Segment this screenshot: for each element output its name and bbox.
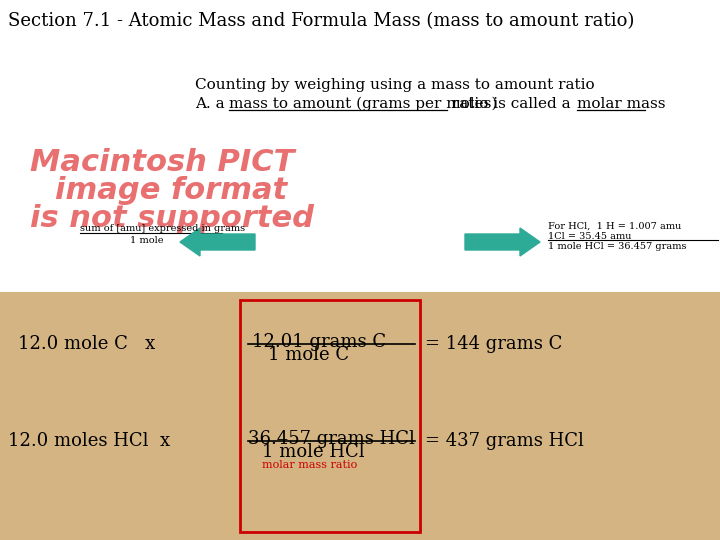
Text: 12.0 moles HCl  x: 12.0 moles HCl x bbox=[8, 432, 170, 450]
Text: For HCl,  1 H = 1.007 amu: For HCl, 1 H = 1.007 amu bbox=[548, 222, 681, 231]
FancyArrow shape bbox=[465, 228, 540, 256]
Text: 12.01 grams C: 12.01 grams C bbox=[252, 333, 386, 351]
Bar bbox=[0, 292, 720, 540]
Text: 1 mole HCl = 36.457 grams: 1 mole HCl = 36.457 grams bbox=[548, 242, 686, 251]
Text: is not supported: is not supported bbox=[30, 204, 314, 233]
Text: Section 7.1 - Atomic Mass and Formula Mass (mass to amount ratio): Section 7.1 - Atomic Mass and Formula Ma… bbox=[8, 12, 634, 30]
Text: Counting by weighing using a mass to amount ratio: Counting by weighing using a mass to amo… bbox=[195, 78, 595, 92]
Text: 1 mole: 1 mole bbox=[130, 236, 163, 245]
Text: 1Cl = 35.45 amu: 1Cl = 35.45 amu bbox=[548, 232, 631, 241]
Text: ratio is called a: ratio is called a bbox=[447, 97, 576, 111]
Text: molar mass ratio: molar mass ratio bbox=[262, 460, 357, 470]
Text: Macintosh PICT: Macintosh PICT bbox=[30, 148, 294, 177]
Text: mass to amount (grams per moles): mass to amount (grams per moles) bbox=[229, 97, 498, 111]
Text: 36.457 grams HCl: 36.457 grams HCl bbox=[248, 430, 415, 448]
FancyArrow shape bbox=[180, 228, 255, 256]
Text: image format: image format bbox=[55, 176, 287, 205]
Bar bbox=[0, 0, 720, 292]
Text: 1 mole HCl: 1 mole HCl bbox=[262, 443, 364, 461]
Text: sum of [amu] expressed in grams: sum of [amu] expressed in grams bbox=[80, 224, 245, 233]
Text: 12.0 mole C   x: 12.0 mole C x bbox=[18, 335, 156, 353]
Text: = 144 grams C: = 144 grams C bbox=[425, 335, 562, 353]
Bar bbox=[240, 300, 420, 532]
Text: = 437 grams HCl: = 437 grams HCl bbox=[425, 432, 584, 450]
Text: molar mass: molar mass bbox=[577, 97, 665, 111]
Text: A. a: A. a bbox=[195, 97, 230, 111]
Text: 1 mole C: 1 mole C bbox=[268, 346, 349, 364]
